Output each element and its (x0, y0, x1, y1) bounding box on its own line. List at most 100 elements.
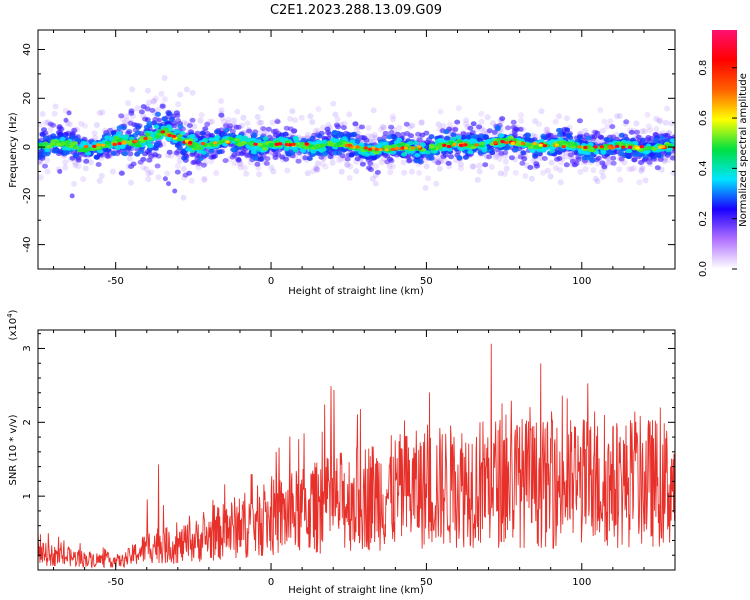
spectrogram-cell (529, 148, 536, 153)
spectrogram-cell (243, 170, 250, 177)
spectrogram-cell (372, 163, 379, 170)
spectrogram-cell (359, 135, 366, 140)
spectrogram-cell (128, 164, 135, 169)
spectrogram-cell (481, 127, 488, 134)
spectrogram-cell (616, 166, 623, 173)
spectrogram-cell (218, 112, 225, 118)
spectrogram-cell (352, 121, 359, 127)
spectrogram-cell (298, 114, 305, 121)
spectrogram-cell (153, 124, 160, 129)
spectrogram-cell (388, 124, 395, 130)
spectrogram-cell (463, 143, 468, 147)
spectrogram-cell (575, 157, 582, 162)
spectrogram-cell (641, 128, 648, 135)
colorbar-tick-label: 0.0 (698, 261, 709, 277)
spectrogram-cell (212, 153, 218, 159)
spectrogram-cell (486, 154, 493, 160)
spectrogram-cell (359, 161, 366, 167)
spectrogram-cell (202, 126, 209, 132)
spectrogram-cell (69, 193, 75, 199)
spectrogram-cell (197, 135, 204, 141)
spectrogram-cell (583, 145, 588, 150)
spectrogram-cell (344, 161, 351, 168)
spectrogram-cell (401, 169, 408, 176)
spectrogram-cell (82, 122, 88, 129)
spectrogram-cell (169, 116, 175, 122)
spectrogram-cell (360, 151, 367, 156)
spectrogram-cell (285, 151, 292, 157)
spectrogram-cell (585, 135, 592, 141)
spectrogram-cell (446, 144, 452, 149)
spectrogram-cell (263, 161, 270, 166)
spectrogram-cell (144, 87, 151, 94)
spectrogram-cell (440, 154, 447, 160)
spectrogram-cell (448, 154, 455, 160)
spectrogram-cell (255, 139, 262, 144)
spectrogram-cell (265, 126, 272, 132)
spectrogram-cell (305, 131, 311, 138)
spectrogram-cell (381, 134, 388, 140)
spectrogram-cell (250, 150, 257, 155)
spectrogram-cell (174, 129, 180, 134)
spectrogram-cell (616, 113, 623, 119)
spectrogram-cell (57, 149, 64, 155)
spectrogram-cell (653, 138, 660, 144)
spectrogram-cell (669, 138, 675, 143)
spectrogram-cell (340, 143, 347, 148)
spectrogram-cell (510, 124, 517, 130)
spectrogram-cell (122, 141, 127, 145)
spectrogram-cell (125, 145, 132, 151)
spectrogram-cell (532, 141, 538, 146)
spectrogram-cell (642, 177, 649, 184)
spectrogram-cell (627, 145, 633, 149)
spectrogram-cell (278, 142, 283, 146)
spectrogram-cell (61, 146, 68, 151)
spectrogram-cell (256, 171, 262, 178)
spectrogram-cell (623, 119, 630, 125)
spectrogram-cell (244, 152, 251, 158)
spectrogram-cell (104, 153, 111, 159)
spectrogram-cell (489, 164, 495, 170)
spectrogram-cell (336, 141, 343, 146)
spectrogram-cell (518, 112, 525, 119)
spectrogram-cell (557, 167, 564, 174)
spectrogram-cell (177, 124, 184, 130)
snr-ylabel: SNR (10 * v/v) (8, 414, 19, 485)
spectrogram-ytick-label: 20 (22, 92, 33, 105)
spectrogram-cell (383, 145, 390, 149)
spectrogram-cell (462, 154, 469, 160)
spectrogram-cell (557, 132, 563, 138)
spectrogram-cell (458, 165, 464, 172)
spectrogram-cell (502, 158, 509, 165)
spectrogram-cell (330, 137, 337, 142)
spectrogram-cell (593, 145, 598, 149)
spectrogram-cell (95, 162, 102, 167)
spectrogram-cell (386, 134, 393, 140)
spectrogram-cell (658, 135, 665, 141)
spectrogram-cell (469, 130, 476, 136)
spectrogram-cell (610, 160, 617, 166)
colorbar: 0.0 0.2 0.4 0.6 0.8 Normalized spectral ampl… (698, 30, 749, 277)
spectrogram-cell (641, 157, 648, 163)
spectrogram-cell (228, 137, 235, 141)
spectrogram-cell (235, 156, 242, 162)
spectrogram-cell (576, 134, 583, 140)
spectrogram-cell (326, 131, 333, 137)
spectrogram-cell (532, 145, 539, 149)
spectrogram-cell (599, 127, 606, 134)
chart-title: C2E1.2023.288.13.09.G09 (270, 3, 442, 18)
spectrogram-cell (153, 141, 160, 147)
spectrogram-cell (540, 169, 547, 176)
spectrogram-cell (104, 141, 111, 145)
spectrogram-cell (291, 128, 297, 134)
spectrogram-cell (338, 168, 345, 175)
spectrogram-cell (233, 124, 240, 130)
colorbar-tick-label: 0.8 (698, 60, 709, 76)
spectrogram-cell (327, 154, 334, 160)
spectrogram-cell (621, 145, 626, 149)
spectrogram-cell (447, 140, 454, 145)
spectrogram-cell (601, 118, 608, 125)
spectrogram-heat-layer (38, 75, 675, 201)
spectrogram-xtick-label: 0 (268, 276, 274, 287)
spectrogram-cell (452, 143, 457, 147)
